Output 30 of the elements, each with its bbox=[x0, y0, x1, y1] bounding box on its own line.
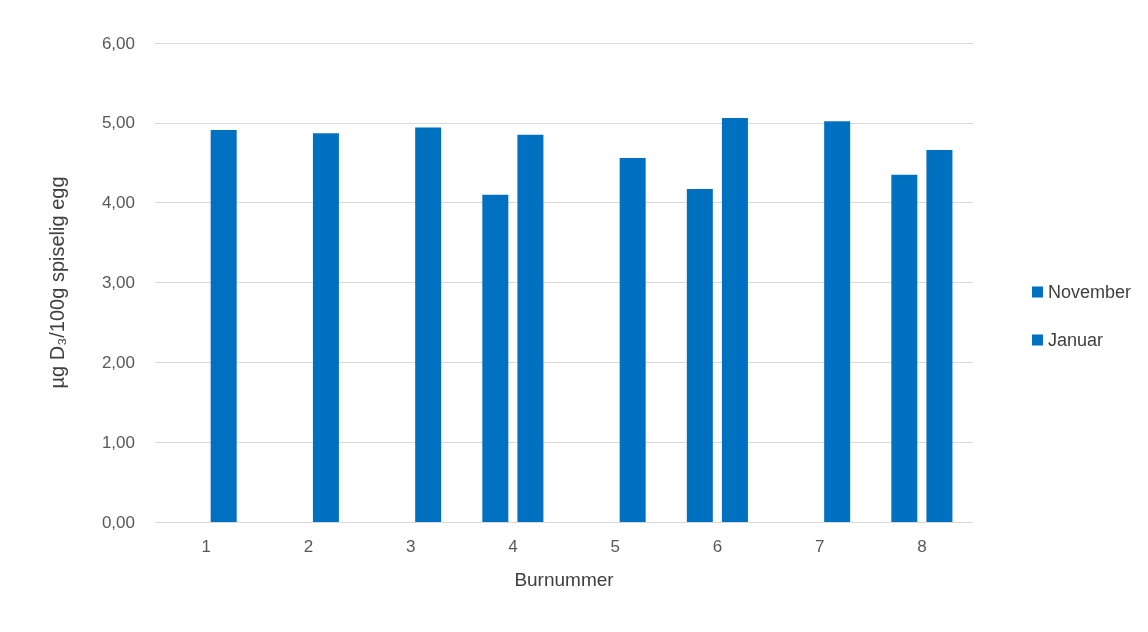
y-tick-label: 3,00 bbox=[101, 273, 135, 292]
y-tick-label: 5,00 bbox=[101, 113, 135, 133]
bar bbox=[926, 149, 953, 522]
bar bbox=[415, 127, 442, 522]
y-tick-label: 6,00 bbox=[101, 33, 135, 53]
x-tick-label: 3 bbox=[405, 537, 416, 556]
bar bbox=[517, 134, 544, 522]
bar bbox=[210, 130, 237, 522]
bar bbox=[721, 118, 748, 522]
y-tick-label: 2,00 bbox=[101, 352, 135, 372]
y-tick-label: 1,00 bbox=[101, 432, 135, 452]
x-tick-label: 7 bbox=[814, 537, 825, 556]
x-axis-title: Burnummer bbox=[514, 569, 615, 590]
bar bbox=[312, 133, 339, 522]
x-tick-label: 4 bbox=[508, 537, 518, 556]
bar bbox=[824, 121, 851, 522]
x-tick-label: 6 bbox=[712, 537, 723, 556]
y-axis-title: µg D₃/100g spiselig egg bbox=[46, 176, 68, 389]
x-tick-label: 8 bbox=[917, 537, 927, 556]
x-tick-label: 1 bbox=[201, 537, 211, 556]
bar bbox=[891, 174, 918, 522]
bar bbox=[686, 189, 713, 522]
x-tick-label: 2 bbox=[303, 537, 314, 556]
y-tick-label: 0,00 bbox=[101, 512, 135, 532]
bar bbox=[482, 194, 509, 522]
legend-label: Januar bbox=[1047, 330, 1104, 350]
x-tick-label: 5 bbox=[610, 537, 620, 556]
y-tick-label: 4,00 bbox=[101, 193, 135, 213]
legend-label: November bbox=[1047, 282, 1132, 302]
bar bbox=[619, 157, 646, 522]
